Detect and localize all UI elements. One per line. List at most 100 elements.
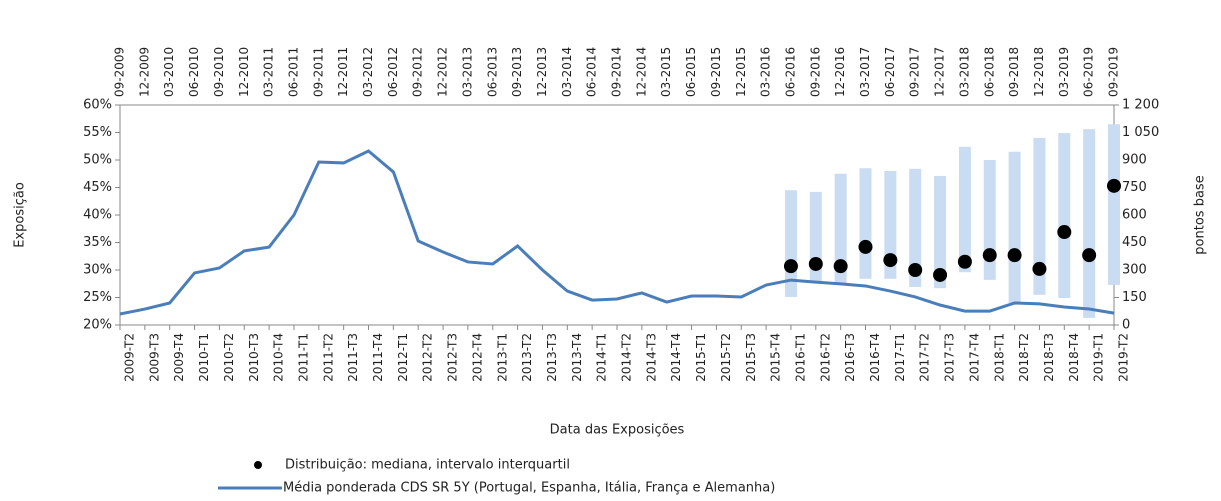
top-tick-label: 06-2012 bbox=[386, 47, 400, 97]
y-tick-label: 20% bbox=[83, 318, 112, 333]
top-tick-label: 06-2017 bbox=[883, 47, 897, 97]
top-tick-label: 09-2017 bbox=[908, 47, 922, 97]
x-tick-label: 2017-T3 bbox=[943, 333, 957, 382]
median-dot bbox=[1057, 225, 1072, 240]
x-tick-label: 2013-T2 bbox=[520, 333, 534, 382]
x-tick-label: 2011-T2 bbox=[321, 333, 335, 382]
x-tick-label: 2010-T3 bbox=[247, 333, 261, 382]
top-tick-label: 06-2011 bbox=[286, 47, 300, 97]
top-tick-label: 03-2016 bbox=[759, 47, 773, 97]
legend-label: Média ponderada CDS SR 5Y (Portugal, Esp… bbox=[283, 481, 775, 496]
top-tick-label: 09-2019 bbox=[1107, 47, 1121, 97]
y-tick-label: 25% bbox=[83, 290, 112, 305]
y-tick-label: 60% bbox=[83, 98, 112, 113]
legend-label: Distribuição: mediana, intervalo interqu… bbox=[285, 458, 570, 473]
x-axis-title: Data das Exposições bbox=[550, 423, 685, 438]
x-tick-label: 2013-T3 bbox=[545, 333, 559, 382]
top-tick-label: 12-2013 bbox=[535, 47, 549, 97]
iqr-bar bbox=[859, 168, 872, 279]
top-tick-label: 03-2014 bbox=[560, 47, 574, 97]
x-tick-label: 2009-T4 bbox=[172, 333, 186, 382]
x-tick-label: 2010-T2 bbox=[222, 333, 236, 382]
x-tick-label: 2019-T1 bbox=[1092, 333, 1106, 382]
x-tick-label: 2014-T1 bbox=[595, 333, 609, 382]
top-tick-label: 09-2013 bbox=[510, 47, 524, 97]
x-tick-label: 2011-T1 bbox=[296, 333, 310, 382]
x-tick-label: 2013-T1 bbox=[495, 333, 509, 382]
y-tick-label: 55% bbox=[83, 125, 112, 140]
top-tick-label: 03-2015 bbox=[659, 47, 673, 97]
top-tick-label: 06-2014 bbox=[585, 47, 599, 97]
x-tick-label: 2012-T2 bbox=[421, 333, 435, 382]
y-axis-title: Exposição bbox=[13, 182, 28, 248]
median-dot bbox=[908, 263, 923, 277]
top-tick-label: 09-2015 bbox=[709, 47, 723, 97]
top-tick-label: 06-2013 bbox=[485, 47, 499, 97]
top-tick-label: 09-2010 bbox=[212, 47, 226, 97]
top-tick-label: 09-2014 bbox=[610, 47, 624, 97]
x-tick-label: 2018-T4 bbox=[1067, 333, 1081, 382]
top-tick-label: 12-2018 bbox=[1032, 47, 1046, 97]
iqr-bar bbox=[958, 146, 971, 273]
top-tick-label: 12-2011 bbox=[336, 47, 350, 97]
x-tick-label: 2009-T3 bbox=[147, 333, 161, 382]
top-tick-label: 06-2019 bbox=[1082, 47, 1096, 97]
iqr-bar bbox=[909, 168, 922, 288]
x-tick-label: 2012-T1 bbox=[396, 333, 410, 382]
iqr-bar bbox=[1083, 129, 1096, 318]
y-tick-label: 30% bbox=[83, 263, 112, 278]
top-tick-label: 09-2009 bbox=[113, 47, 127, 97]
y2-tick-label: 0 bbox=[1122, 318, 1130, 333]
median-dot bbox=[982, 248, 997, 263]
x-tick-label: 2015-T3 bbox=[744, 333, 758, 382]
top-tick-label: 03-2013 bbox=[460, 47, 474, 97]
x-tick-label: 2017-T4 bbox=[967, 333, 981, 382]
x-tick-label: 2018-T3 bbox=[1042, 333, 1056, 382]
iqr-bar bbox=[1033, 138, 1046, 295]
median-dot bbox=[1007, 248, 1022, 263]
top-tick-label: 12-2015 bbox=[734, 47, 748, 97]
iqr-bar bbox=[1008, 151, 1021, 303]
x-tick-label: 2018-T1 bbox=[992, 333, 1006, 382]
median-dot bbox=[1107, 178, 1121, 193]
x-tick-label: 2016-T4 bbox=[868, 333, 882, 382]
y-tick-label: 35% bbox=[83, 235, 112, 250]
median-dot bbox=[883, 253, 898, 268]
iqr-bar bbox=[884, 171, 897, 279]
median-dot bbox=[957, 254, 972, 269]
y2-tick-label: 300 bbox=[1122, 263, 1147, 278]
x-tick-label: 2016-T2 bbox=[818, 333, 832, 382]
y2-tick-label: 150 bbox=[1122, 290, 1147, 305]
cds-line bbox=[119, 149, 1115, 316]
y2-tick-label: 600 bbox=[1122, 208, 1147, 223]
median-dot bbox=[808, 256, 823, 271]
top-tick-label: 03-2018 bbox=[957, 47, 971, 97]
x-tick-label: 2015-T4 bbox=[769, 333, 783, 382]
y2-tick-label: 1 200 bbox=[1122, 98, 1159, 113]
x-tick-label: 2009-T2 bbox=[123, 333, 137, 382]
x-tick-label: 2013-T4 bbox=[570, 333, 584, 382]
iqr-bar bbox=[1058, 133, 1071, 299]
x-tick-label: 2019-T2 bbox=[1117, 333, 1131, 382]
median-dot bbox=[1082, 248, 1097, 263]
top-tick-label: 06-2018 bbox=[982, 47, 996, 97]
top-tick-label: 03-2010 bbox=[162, 47, 176, 97]
x-tick-label: 2010-T1 bbox=[197, 333, 211, 382]
y2-tick-label: 900 bbox=[1122, 153, 1147, 168]
top-tick-label: 06-2016 bbox=[783, 47, 797, 97]
top-tick-label: 09-2012 bbox=[411, 47, 425, 97]
top-tick-label: 12-2009 bbox=[137, 47, 151, 97]
x-tick-label: 2014-T3 bbox=[644, 333, 658, 382]
x-tick-label: 2012-T4 bbox=[470, 333, 484, 382]
top-tick-label: 03-2017 bbox=[858, 47, 872, 97]
median-dot bbox=[858, 239, 873, 254]
x-tick-label: 2014-T2 bbox=[620, 333, 634, 382]
top-tick-label: 12-2010 bbox=[237, 47, 251, 97]
y2-tick-label: 750 bbox=[1122, 180, 1147, 195]
x-tick-label: 2012-T3 bbox=[446, 333, 460, 382]
x-tick-label: 2018-T2 bbox=[1017, 333, 1031, 382]
iqr-bar bbox=[1108, 124, 1120, 285]
top-tick-label: 12-2017 bbox=[933, 47, 947, 97]
median-dot bbox=[1032, 261, 1047, 276]
